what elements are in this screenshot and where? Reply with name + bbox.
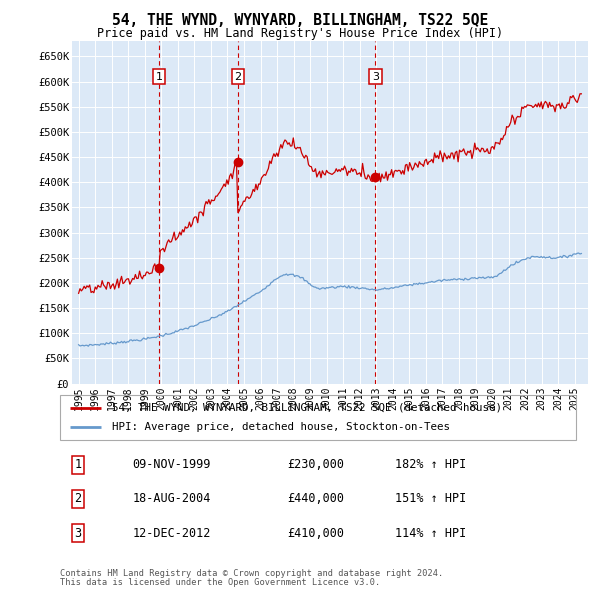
Text: 2: 2: [74, 492, 82, 505]
Text: £230,000: £230,000: [287, 458, 344, 471]
Text: Price paid vs. HM Land Registry's House Price Index (HPI): Price paid vs. HM Land Registry's House …: [97, 27, 503, 40]
Text: Contains HM Land Registry data © Crown copyright and database right 2024.: Contains HM Land Registry data © Crown c…: [60, 569, 443, 578]
Text: 182% ↑ HPI: 182% ↑ HPI: [395, 458, 467, 471]
Text: 09-NOV-1999: 09-NOV-1999: [132, 458, 211, 471]
Text: 54, THE WYND, WYNYARD, BILLINGHAM, TS22 5QE: 54, THE WYND, WYNYARD, BILLINGHAM, TS22 …: [112, 13, 488, 28]
Text: HPI: Average price, detached house, Stockton-on-Tees: HPI: Average price, detached house, Stoc…: [112, 422, 449, 432]
Text: 1: 1: [74, 458, 82, 471]
Text: 54, THE WYND, WYNYARD, BILLINGHAM, TS22 5QE (detached house): 54, THE WYND, WYNYARD, BILLINGHAM, TS22 …: [112, 403, 502, 412]
Text: 12-DEC-2012: 12-DEC-2012: [132, 526, 211, 539]
Text: 114% ↑ HPI: 114% ↑ HPI: [395, 526, 467, 539]
Text: 3: 3: [372, 71, 379, 81]
Text: This data is licensed under the Open Government Licence v3.0.: This data is licensed under the Open Gov…: [60, 578, 380, 587]
Text: 151% ↑ HPI: 151% ↑ HPI: [395, 492, 467, 505]
Text: £410,000: £410,000: [287, 526, 344, 539]
Text: £440,000: £440,000: [287, 492, 344, 505]
Text: 3: 3: [74, 526, 82, 539]
Text: 2: 2: [235, 71, 241, 81]
Text: 1: 1: [155, 71, 163, 81]
Text: 18-AUG-2004: 18-AUG-2004: [132, 492, 211, 505]
